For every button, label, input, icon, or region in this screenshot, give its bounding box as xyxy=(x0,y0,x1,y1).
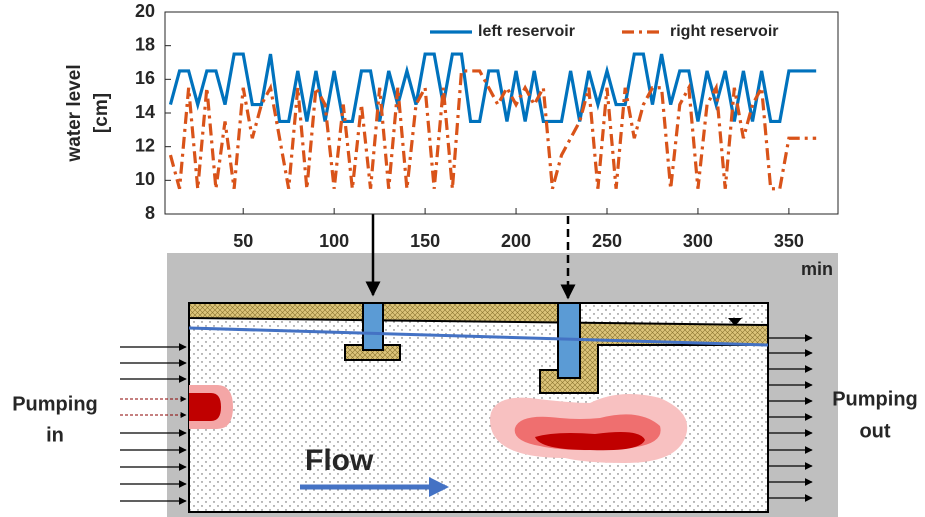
x-tick-label: 350 xyxy=(774,231,804,251)
x-tick-label: 50 xyxy=(233,231,253,251)
y-tick-label: 10 xyxy=(135,169,155,189)
x-tick-label: 300 xyxy=(683,231,713,251)
pumping-out-label: out xyxy=(859,420,890,442)
x-tick-label: 100 xyxy=(319,231,349,251)
figure: Flow Pumping in Pumping out 8 10 12 14 16 18 2… xyxy=(0,0,925,517)
pumping-out-label: Pumping xyxy=(832,388,918,410)
legend-label: right reservoir xyxy=(670,23,778,40)
flow-label: Flow xyxy=(305,444,374,477)
y-tick-label: 12 xyxy=(135,135,155,155)
y-tick-label: 20 xyxy=(135,1,155,21)
legend: left reservoir right reservoir xyxy=(428,22,830,42)
x-tick-label: 200 xyxy=(501,231,531,251)
y-tick-label: 16 xyxy=(135,68,155,88)
pumping-in-label: Pumping xyxy=(12,393,98,415)
pumping-in-label: in xyxy=(46,424,64,446)
y-axis-label: water level xyxy=(64,64,85,162)
chart: 8 10 12 14 16 18 20 50 100 150 200 250 300 350 water l… xyxy=(64,1,838,279)
x-tick-label: 150 xyxy=(410,231,440,251)
left-well xyxy=(363,303,383,350)
y-tick-label: 18 xyxy=(135,34,155,54)
plume-left-core xyxy=(189,393,221,421)
y-axis-label: [cm] xyxy=(91,93,112,133)
y-tick-label: 8 xyxy=(145,203,155,223)
x-tick-label: 250 xyxy=(592,231,622,251)
legend-label: left reservoir xyxy=(478,23,575,40)
y-tick-label: 14 xyxy=(135,102,155,122)
x-axis-label: min xyxy=(801,259,833,279)
